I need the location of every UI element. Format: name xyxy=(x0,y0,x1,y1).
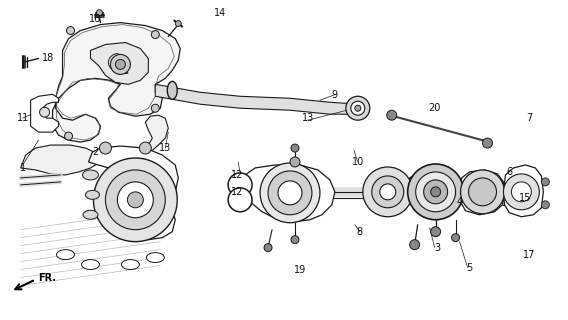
Text: 17: 17 xyxy=(523,250,536,260)
Circle shape xyxy=(115,60,126,69)
Text: 1: 1 xyxy=(19,163,26,173)
Circle shape xyxy=(291,236,299,244)
Text: 12: 12 xyxy=(231,170,243,180)
Circle shape xyxy=(424,180,448,204)
Text: 7: 7 xyxy=(527,113,533,123)
Circle shape xyxy=(346,96,370,120)
Circle shape xyxy=(94,158,177,242)
Circle shape xyxy=(355,105,361,111)
Circle shape xyxy=(431,187,441,197)
Circle shape xyxy=(65,132,73,140)
Text: 5: 5 xyxy=(466,262,473,273)
Circle shape xyxy=(541,201,549,209)
Circle shape xyxy=(278,181,302,205)
Polygon shape xyxy=(90,43,148,84)
Ellipse shape xyxy=(86,190,99,199)
Text: 3: 3 xyxy=(435,243,441,252)
Ellipse shape xyxy=(82,170,98,180)
Circle shape xyxy=(268,171,312,215)
Circle shape xyxy=(482,138,492,148)
Ellipse shape xyxy=(57,250,74,260)
Text: FR.: FR. xyxy=(39,274,57,284)
Circle shape xyxy=(431,227,441,237)
Polygon shape xyxy=(461,170,504,215)
Circle shape xyxy=(290,157,300,167)
Circle shape xyxy=(106,170,165,230)
Text: 13: 13 xyxy=(302,113,314,123)
Circle shape xyxy=(40,107,49,117)
Circle shape xyxy=(97,10,102,16)
Circle shape xyxy=(387,110,396,120)
Polygon shape xyxy=(53,23,180,142)
Polygon shape xyxy=(31,94,59,132)
Ellipse shape xyxy=(147,252,164,262)
Text: 18: 18 xyxy=(43,53,55,63)
Text: 8: 8 xyxy=(357,227,363,237)
Circle shape xyxy=(228,173,252,197)
Circle shape xyxy=(260,163,320,223)
Circle shape xyxy=(139,142,151,154)
Polygon shape xyxy=(503,165,544,217)
Text: 2: 2 xyxy=(93,147,99,157)
Circle shape xyxy=(99,142,111,154)
Ellipse shape xyxy=(122,260,139,269)
Circle shape xyxy=(151,104,159,112)
Circle shape xyxy=(372,176,404,208)
Text: 20: 20 xyxy=(428,103,441,113)
Text: 11: 11 xyxy=(16,113,29,123)
Circle shape xyxy=(118,182,153,218)
Text: 15: 15 xyxy=(519,193,532,203)
Circle shape xyxy=(291,144,299,152)
Circle shape xyxy=(363,167,413,217)
Text: 6: 6 xyxy=(507,167,512,177)
Polygon shape xyxy=(155,84,360,114)
Circle shape xyxy=(410,240,420,250)
Circle shape xyxy=(127,192,143,208)
Circle shape xyxy=(452,234,460,242)
Circle shape xyxy=(176,20,181,27)
Text: 10: 10 xyxy=(352,157,364,167)
Ellipse shape xyxy=(83,210,98,219)
Circle shape xyxy=(408,164,463,220)
Circle shape xyxy=(541,178,549,186)
Text: 12: 12 xyxy=(231,187,243,197)
Circle shape xyxy=(151,31,159,38)
Circle shape xyxy=(461,170,504,214)
Polygon shape xyxy=(366,170,410,215)
Circle shape xyxy=(469,178,496,206)
Ellipse shape xyxy=(81,260,99,269)
Circle shape xyxy=(110,54,131,74)
Polygon shape xyxy=(20,115,168,175)
Text: 4: 4 xyxy=(457,197,462,207)
Polygon shape xyxy=(240,165,335,222)
Circle shape xyxy=(503,174,540,210)
Circle shape xyxy=(66,27,74,35)
Polygon shape xyxy=(89,146,178,240)
Text: 16: 16 xyxy=(89,14,102,24)
Text: 13: 13 xyxy=(159,143,172,153)
Circle shape xyxy=(511,182,532,202)
Circle shape xyxy=(351,101,365,115)
Circle shape xyxy=(264,244,272,252)
Ellipse shape xyxy=(168,81,177,99)
Text: 19: 19 xyxy=(294,265,306,275)
Circle shape xyxy=(380,184,396,200)
Circle shape xyxy=(228,188,252,212)
Text: 14: 14 xyxy=(214,8,226,18)
Text: 9: 9 xyxy=(332,90,338,100)
Circle shape xyxy=(416,172,456,212)
Polygon shape xyxy=(410,170,462,215)
